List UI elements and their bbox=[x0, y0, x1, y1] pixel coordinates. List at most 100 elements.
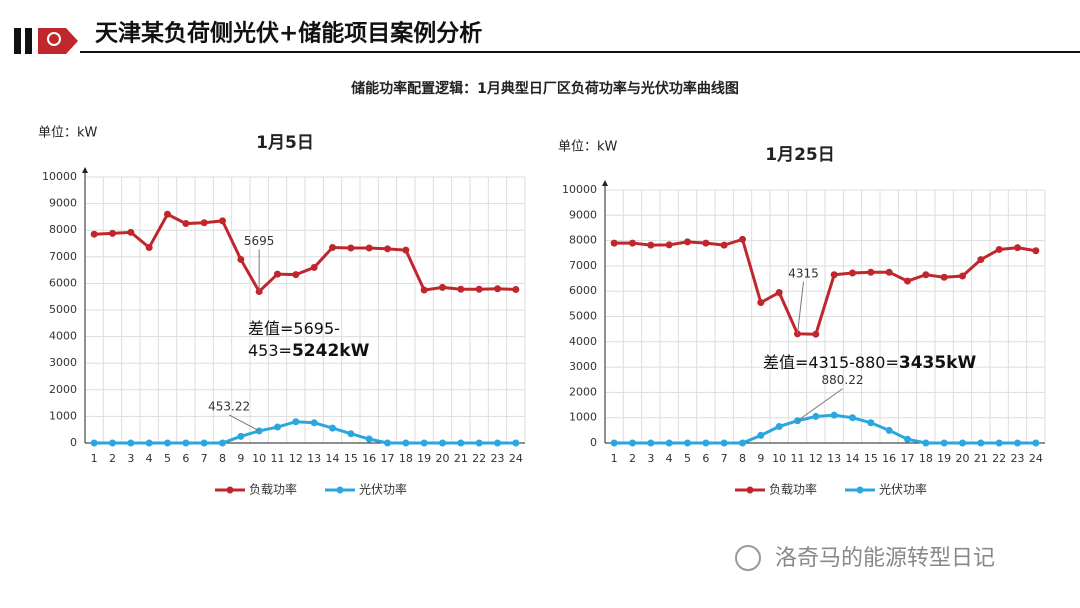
x-tick-label: 13 bbox=[827, 452, 841, 465]
data-point bbox=[1014, 244, 1021, 252]
data-point bbox=[1032, 439, 1040, 447]
data-point bbox=[647, 241, 655, 249]
x-tick-label: 16 bbox=[882, 452, 896, 465]
data-point bbox=[959, 439, 966, 447]
data-point bbox=[310, 419, 318, 427]
y-tick-label: 0 bbox=[590, 436, 597, 449]
data-point bbox=[629, 439, 636, 447]
x-tick-label: 3 bbox=[647, 452, 654, 465]
data-point bbox=[164, 210, 171, 218]
x-tick-label: 6 bbox=[702, 452, 709, 465]
data-point bbox=[959, 272, 966, 280]
data-label: 4315 bbox=[788, 266, 819, 280]
data-point bbox=[365, 244, 373, 252]
data-point bbox=[127, 228, 135, 236]
x-tick-label: 23 bbox=[491, 452, 505, 465]
y-tick-label: 7000 bbox=[569, 259, 597, 272]
y-axis-arrow bbox=[82, 167, 88, 173]
x-tick-label: 12 bbox=[289, 452, 303, 465]
y-tick-label: 10000 bbox=[42, 170, 77, 183]
annotation: 差值=5695-453=5242kW bbox=[248, 318, 369, 362]
data-point bbox=[684, 238, 691, 246]
x-tick-label: 23 bbox=[1011, 452, 1025, 465]
y-tick-label: 0 bbox=[70, 436, 77, 449]
data-point bbox=[384, 245, 391, 253]
x-tick-label: 14 bbox=[846, 452, 860, 465]
data-point bbox=[329, 243, 336, 251]
data-label: 5695 bbox=[244, 234, 275, 248]
x-tick-label: 13 bbox=[307, 452, 321, 465]
data-point bbox=[995, 245, 1003, 253]
data-point bbox=[182, 220, 190, 228]
data-point bbox=[665, 241, 673, 249]
data-point bbox=[292, 271, 300, 279]
subtitle: 储能功率配置逻辑：1月典型日厂区负荷功率与光伏功率曲线图 bbox=[350, 80, 739, 97]
data-point bbox=[647, 439, 655, 447]
data-point bbox=[684, 439, 691, 447]
data-label: 880.22 bbox=[822, 373, 864, 387]
watermark: 洛奇马的能源转型日记 bbox=[775, 546, 995, 571]
x-tick-label: 17 bbox=[381, 452, 395, 465]
data-point bbox=[439, 439, 446, 447]
label-leader bbox=[797, 281, 804, 334]
data-point bbox=[237, 255, 245, 263]
data-point bbox=[849, 414, 856, 422]
unit-label: 单位：kW bbox=[558, 140, 618, 155]
x-tick-label: 1 bbox=[611, 452, 618, 465]
y-tick-label: 4000 bbox=[569, 335, 597, 348]
data-point bbox=[995, 439, 1003, 447]
y-tick-label: 1000 bbox=[49, 409, 77, 422]
legend-label: 负载功率 bbox=[769, 482, 817, 497]
data-point bbox=[940, 439, 948, 447]
annotation-text: 差值=5695-453= bbox=[248, 319, 340, 360]
x-tick-label: 17 bbox=[901, 452, 915, 465]
legend-marker bbox=[336, 486, 344, 494]
y-tick-label: 8000 bbox=[49, 223, 77, 236]
data-point bbox=[164, 439, 171, 447]
data-point bbox=[420, 286, 428, 294]
data-point bbox=[720, 241, 728, 249]
x-tick-label: 3 bbox=[127, 452, 134, 465]
data-point bbox=[940, 273, 948, 281]
x-tick-label: 4 bbox=[666, 452, 673, 465]
x-tick-label: 20 bbox=[436, 452, 450, 465]
data-point bbox=[610, 439, 618, 447]
data-point bbox=[512, 439, 520, 447]
x-tick-label: 6 bbox=[182, 452, 189, 465]
y-tick-label: 9000 bbox=[49, 197, 77, 210]
data-point bbox=[109, 229, 116, 237]
data-point bbox=[219, 217, 226, 225]
data-point bbox=[610, 239, 618, 247]
data-point bbox=[274, 270, 281, 278]
x-tick-label: 5 bbox=[684, 452, 691, 465]
x-tick-label: 24 bbox=[1029, 452, 1043, 465]
data-point bbox=[90, 439, 98, 447]
data-point bbox=[109, 439, 116, 447]
data-point bbox=[475, 439, 483, 447]
data-point bbox=[1014, 439, 1021, 447]
x-tick-label: 9 bbox=[757, 452, 764, 465]
data-point bbox=[475, 285, 483, 293]
legend-label: 光伏功率 bbox=[359, 482, 407, 497]
data-point bbox=[237, 432, 245, 440]
data-point bbox=[329, 424, 336, 432]
label-leader bbox=[228, 414, 260, 432]
data-point bbox=[849, 269, 856, 277]
data-point bbox=[830, 271, 838, 279]
data-point bbox=[402, 439, 410, 447]
x-tick-label: 11 bbox=[271, 452, 285, 465]
annotation: 差值=4315-880=3435kW bbox=[763, 352, 1063, 374]
data-point bbox=[402, 246, 410, 254]
x-tick-label: 20 bbox=[956, 452, 970, 465]
y-tick-label: 5000 bbox=[49, 303, 77, 316]
data-point bbox=[830, 411, 838, 419]
x-tick-label: 21 bbox=[974, 452, 988, 465]
x-tick-label: 8 bbox=[739, 452, 746, 465]
page-title: 天津某负荷侧光伏+储能项目案例分析 bbox=[95, 20, 482, 47]
data-point bbox=[182, 439, 190, 447]
unit-label: 单位：kW bbox=[38, 126, 98, 141]
x-tick-label: 22 bbox=[992, 452, 1006, 465]
data-point bbox=[365, 435, 373, 443]
x-tick-label: 2 bbox=[109, 452, 116, 465]
